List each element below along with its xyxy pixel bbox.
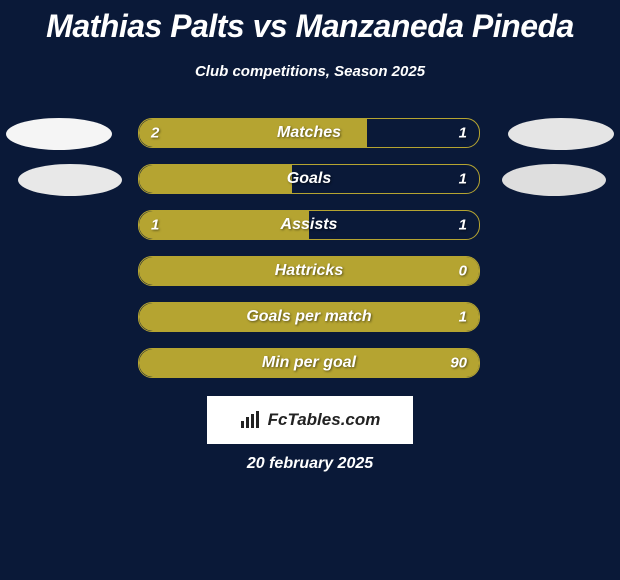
brand-box: FcTables.com — [207, 396, 413, 444]
bar-value-right: 0 — [459, 263, 467, 280]
bar-label: Hattricks — [139, 262, 479, 280]
bar-value-right: 1 — [459, 309, 467, 326]
bar-label: Matches — [139, 124, 479, 142]
bar-label: Assists — [139, 216, 479, 234]
bar-value-right: 90 — [450, 355, 467, 372]
bar-container: Goals per match1 — [138, 302, 480, 332]
team-logo-right-1 — [508, 118, 614, 150]
bar-label: Goals per match — [139, 308, 479, 326]
brand-chart-icon — [240, 411, 262, 429]
bar-container: Goals1 — [138, 164, 480, 194]
bar-label: Goals — [139, 170, 479, 188]
page-subtitle: Club competitions, Season 2025 — [0, 63, 620, 80]
team-logo-right-2 — [502, 164, 606, 196]
bars-container: 2Matches1Goals11Assists1Hattricks0Goals … — [138, 118, 480, 394]
bar-container: Hattricks0 — [138, 256, 480, 286]
bar-label: Min per goal — [139, 354, 479, 372]
bar-row: Goals per match1 — [138, 302, 480, 332]
date-text: 20 february 2025 — [0, 455, 620, 473]
page-title: Mathias Palts vs Manzaneda Pineda — [0, 0, 620, 45]
bar-value-right: 1 — [459, 125, 467, 142]
bar-container: Min per goal90 — [138, 348, 480, 378]
team-logo-left-1 — [6, 118, 112, 150]
bar-row: Goals1 — [138, 164, 480, 194]
comparison-chart: 2Matches1Goals11Assists1Hattricks0Goals … — [0, 118, 620, 398]
bar-row: Hattricks0 — [138, 256, 480, 286]
bar-row: Min per goal90 — [138, 348, 480, 378]
bar-container: 2Matches1 — [138, 118, 480, 148]
bar-value-right: 1 — [459, 217, 467, 234]
bar-value-right: 1 — [459, 171, 467, 188]
bar-row: 1Assists1 — [138, 210, 480, 240]
bar-container: 1Assists1 — [138, 210, 480, 240]
brand-text: FcTables.com — [240, 410, 381, 430]
brand-label: FcTables.com — [268, 410, 381, 430]
team-logo-left-2 — [18, 164, 122, 196]
bar-row: 2Matches1 — [138, 118, 480, 148]
